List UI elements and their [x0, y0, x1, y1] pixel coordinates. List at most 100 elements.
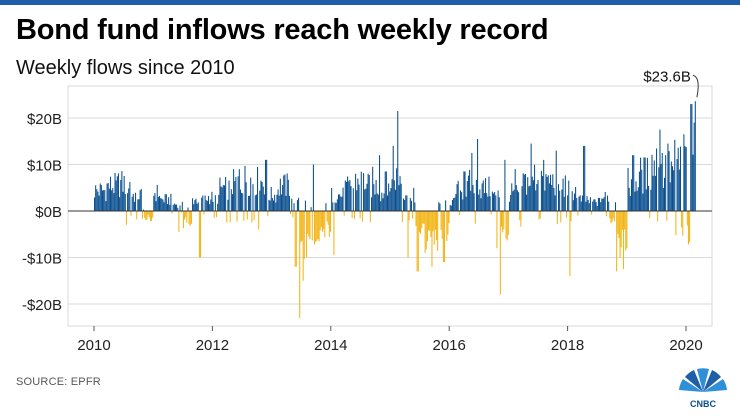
weekly-flow-bar	[171, 211, 173, 214]
weekly-flow-bar	[531, 176, 533, 211]
weekly-flow-bar	[518, 192, 520, 211]
weekly-flow-bar	[576, 197, 578, 211]
weekly-flow-bar	[648, 185, 650, 211]
weekly-flow-bar	[181, 201, 183, 211]
weekly-flow-bar	[186, 211, 188, 223]
weekly-flow-bar	[507, 211, 509, 236]
weekly-flow-bar	[667, 143, 669, 211]
weekly-flow-bar	[124, 193, 126, 211]
weekly-flow-bar	[409, 197, 411, 211]
weekly-flow-bar	[605, 211, 607, 217]
weekly-flow-bar	[103, 190, 105, 211]
weekly-flow-bar	[373, 184, 375, 211]
weekly-flow-bar	[488, 176, 490, 211]
weekly-flow-bar	[538, 211, 540, 220]
weekly-flow-bar	[385, 171, 387, 211]
weekly-flow-bar	[197, 202, 199, 211]
weekly-flow-bar	[200, 211, 202, 258]
weekly-flow-bar	[265, 159, 267, 211]
weekly-flow-bar	[415, 211, 417, 227]
weekly-flow-bar	[564, 175, 566, 211]
weekly-flow-bar	[309, 211, 311, 240]
weekly-flow-bar	[573, 193, 575, 211]
weekly-flow-bar	[246, 211, 248, 220]
weekly-flow-bar	[463, 171, 465, 211]
weekly-flow-bar	[536, 184, 538, 211]
weekly-flow-bar	[442, 211, 444, 263]
weekly-flow-bar	[497, 190, 499, 211]
weekly-flow-bar	[611, 211, 613, 222]
weekly-flow-bar	[572, 200, 574, 211]
weekly-flow-bar	[132, 193, 134, 211]
weekly-flow-bar	[662, 187, 664, 211]
weekly-flow-bar	[145, 211, 147, 221]
weekly-flow-bar	[668, 151, 670, 211]
weekly-flow-bar	[568, 180, 570, 211]
weekly-flow-bar	[151, 211, 153, 221]
weekly-flow-bar	[556, 211, 558, 225]
weekly-flow-bar	[157, 196, 159, 211]
weekly-flow-bar	[314, 211, 316, 245]
weekly-flow-bar	[262, 186, 264, 211]
weekly-flow-bar	[222, 185, 224, 211]
weekly-flow-bar	[298, 197, 300, 211]
weekly-flow-bar	[162, 199, 164, 211]
weekly-flow-bar	[692, 154, 694, 211]
weekly-flow-bar	[466, 181, 468, 211]
weekly-flow-bar	[559, 190, 561, 211]
weekly-flow-bar	[465, 196, 467, 211]
weekly-flow-bar	[673, 170, 675, 211]
weekly-flow-bar	[324, 211, 326, 238]
weekly-flow-bar	[277, 189, 279, 211]
weekly-flow-bar	[342, 187, 344, 211]
weekly-flow-bar	[133, 201, 135, 211]
weekly-flow-bar	[329, 211, 332, 232]
weekly-flow-bar	[384, 171, 386, 211]
weekly-flow-bar	[106, 183, 108, 211]
weekly-flow-bar	[436, 211, 438, 240]
weekly-flow-bar	[434, 211, 436, 230]
weekly-flow-bar	[580, 201, 582, 211]
weekly-flow-bar	[597, 197, 599, 211]
weekly-flow-bar	[446, 211, 448, 241]
weekly-flow-bar	[227, 199, 229, 211]
weekly-flow-bar	[482, 180, 484, 211]
weekly-flow-bar	[516, 190, 518, 211]
weekly-flow-bar	[450, 205, 452, 211]
weekly-flow-bar	[654, 175, 656, 211]
weekly-flow-bar	[113, 193, 115, 211]
weekly-flow-bar	[553, 187, 555, 211]
weekly-flow-bar	[650, 189, 652, 211]
weekly-flow-bar	[557, 184, 560, 211]
weekly-flow-bar	[228, 180, 230, 211]
weekly-flow-bar	[341, 196, 343, 211]
weekly-flow-bar	[683, 134, 685, 211]
weekly-flow-bar	[302, 211, 304, 281]
weekly-flow-bar	[487, 196, 489, 211]
weekly-flow-bar	[686, 211, 688, 226]
weekly-flow-bar	[233, 169, 235, 211]
weekly-flow-bar	[612, 211, 614, 219]
weekly-flow-bar	[178, 211, 180, 232]
weekly-flow-bar	[94, 197, 96, 211]
weekly-flow-bar	[603, 197, 605, 211]
weekly-flow-bar	[669, 182, 671, 211]
weekly-flow-bar	[193, 204, 195, 211]
weekly-flow-bar	[523, 174, 525, 211]
y-tick-label: -$10B	[22, 251, 62, 268]
weekly-flow-bar	[491, 191, 493, 211]
weekly-flow-bar	[242, 193, 244, 211]
weekly-flow-bar	[243, 211, 245, 221]
weekly-flow-bar	[121, 171, 123, 211]
weekly-flow-bar	[360, 171, 362, 211]
weekly-flow-bar	[636, 190, 638, 211]
weekly-flow-bar	[645, 189, 647, 211]
weekly-flow-bar	[149, 211, 151, 222]
weekly-flow-bar	[420, 211, 422, 234]
weekly-flow-bar	[182, 211, 184, 229]
weekly-flow-bar	[665, 155, 667, 211]
weekly-flow-bar	[602, 198, 604, 211]
weekly-flow-bar	[617, 211, 619, 234]
weekly-flow-bar	[428, 211, 430, 231]
weekly-flow-bar	[348, 181, 350, 211]
